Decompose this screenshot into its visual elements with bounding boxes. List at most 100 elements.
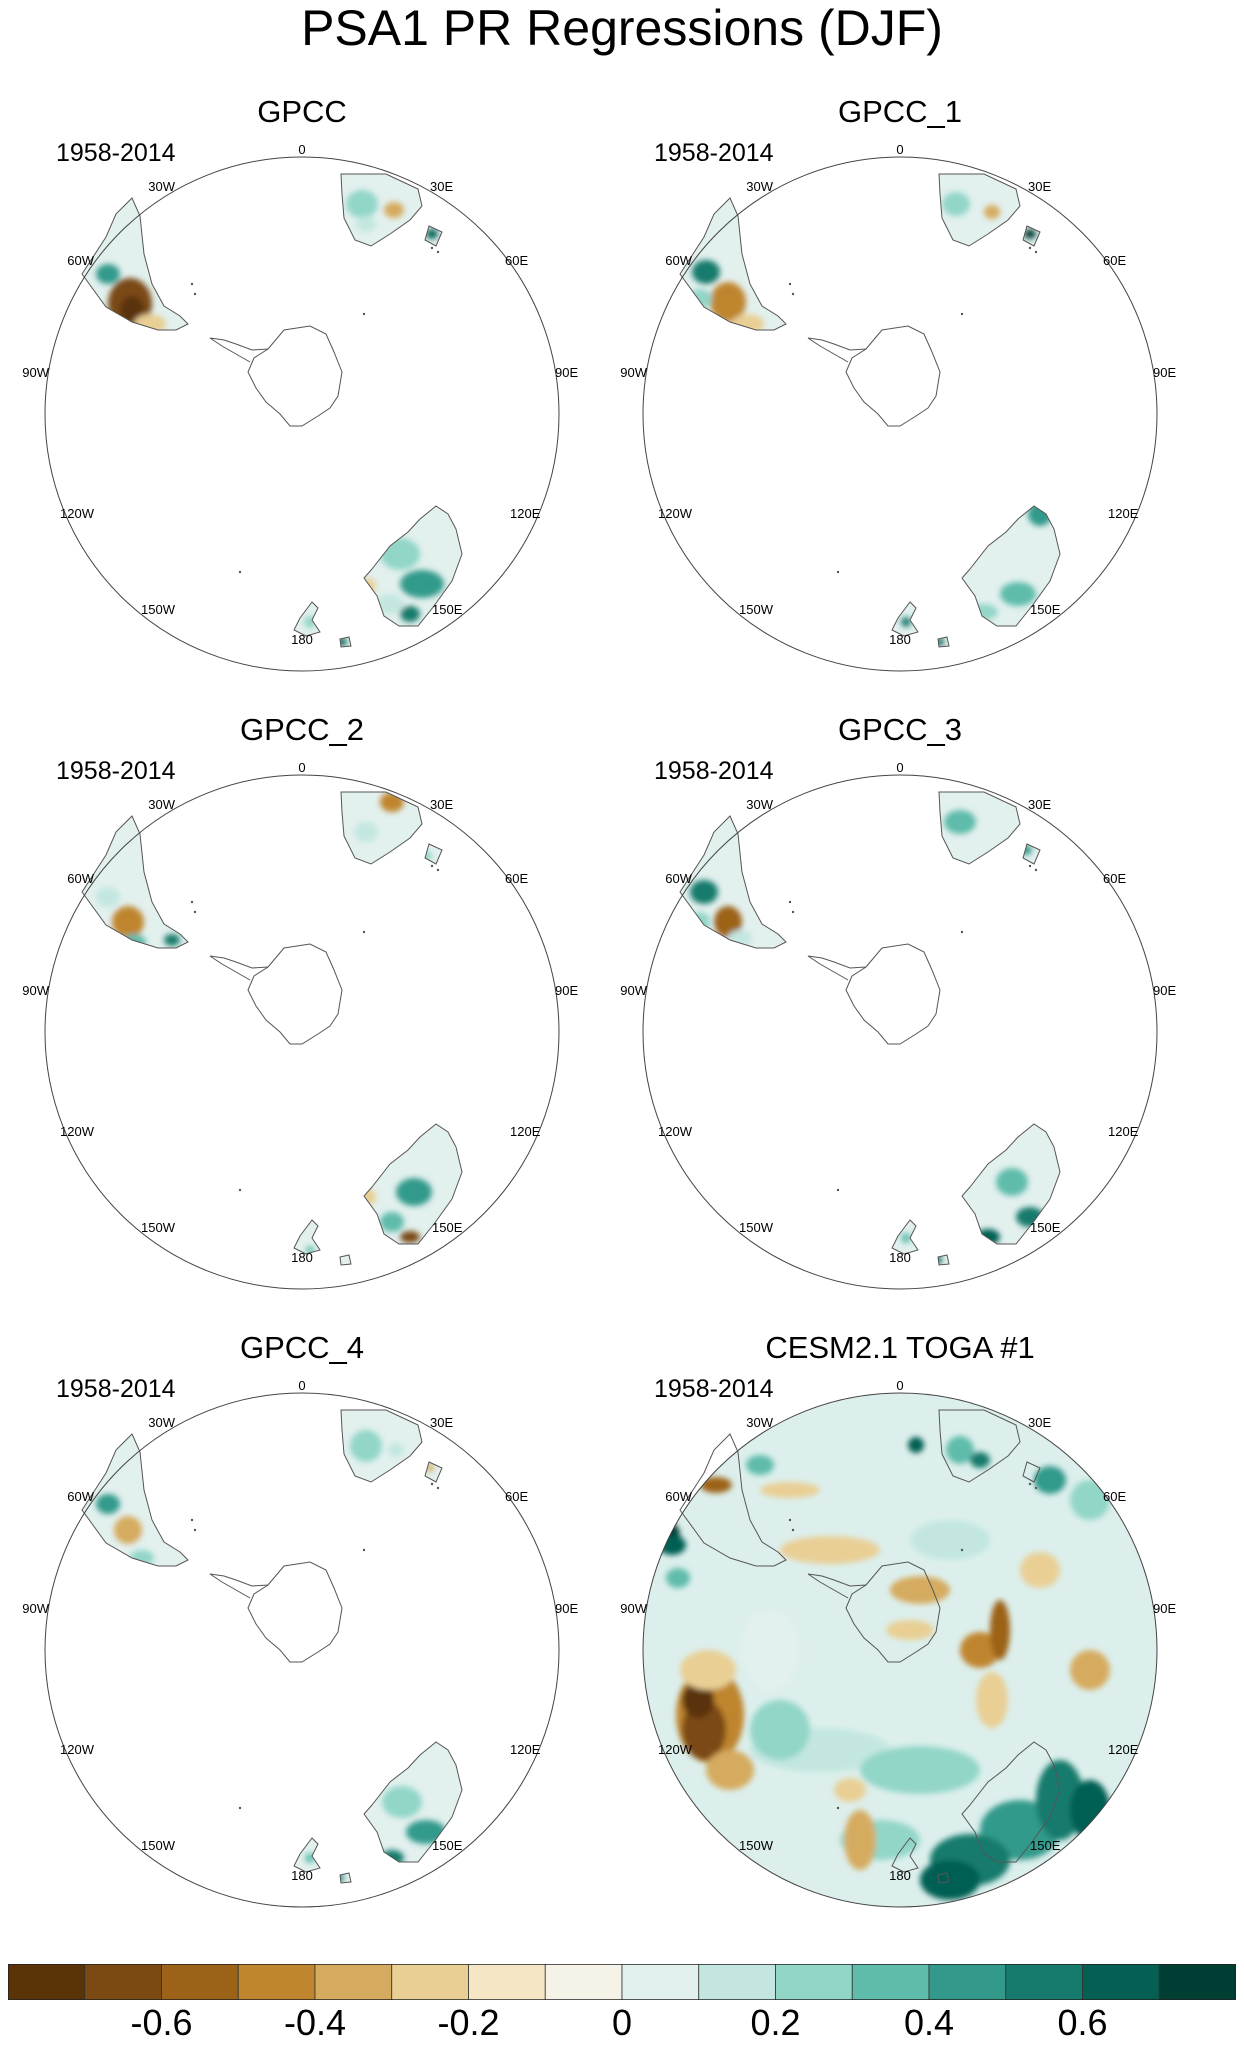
anomaly-patch — [114, 1516, 142, 1544]
colorbar-swatch — [84, 1964, 162, 2000]
coastline-africa — [340, 791, 423, 865]
colorbar-tick-label: -0.6 — [130, 2002, 193, 2043]
anomaly-patch — [112, 906, 144, 938]
coastline-australia — [363, 505, 463, 627]
anomaly-patch — [746, 1455, 774, 1475]
longitude-label: 150W — [739, 1220, 774, 1235]
longitude-label: 0 — [896, 760, 903, 775]
panel-title: CESM2.1 TOGA #1 — [765, 1330, 1035, 1365]
anomaly-patch — [1028, 502, 1052, 526]
island-marker — [436, 1486, 440, 1490]
longitude-label: 150E — [1030, 1838, 1061, 1853]
island-marker — [193, 292, 197, 296]
colorbar-swatch — [544, 1964, 623, 2000]
coastline-samerica — [81, 815, 189, 949]
coastline-antarctica — [247, 325, 343, 427]
anomaly-patch — [666, 1568, 690, 1588]
anomaly-patch — [380, 1212, 404, 1232]
longitude-label: 30E — [1028, 797, 1051, 812]
panel-title: GPCC_4 — [239, 1330, 365, 1365]
island-marker — [791, 910, 795, 914]
data-field — [643, 1393, 1157, 1907]
period-label: 1958-2014 — [654, 139, 774, 167]
longitude-label: 0 — [896, 1378, 903, 1393]
longitude-label: 60E — [1103, 1489, 1126, 1504]
island-marker — [430, 864, 434, 868]
map-boundary — [642, 156, 1158, 672]
land-africa — [939, 792, 1020, 864]
anomaly-patch — [714, 906, 742, 938]
longitude-label: 150E — [432, 1838, 463, 1853]
longitude-label: 90W — [22, 1601, 49, 1616]
longitude-label: 60E — [1103, 253, 1126, 268]
island-marker — [1034, 250, 1038, 254]
island-marker — [430, 1482, 434, 1486]
period-label: 1958-2014 — [56, 757, 176, 785]
panel-title: GPCC_1 — [837, 94, 963, 129]
coastline-madagascar — [1022, 843, 1041, 865]
anomaly-patch — [354, 822, 378, 842]
longitude-label: 150W — [141, 1838, 176, 1853]
panel-title: GPCC — [257, 94, 347, 129]
coastline-nz — [891, 601, 919, 637]
coastline-peninsula — [807, 1573, 867, 1599]
anomaly-patch — [348, 1187, 376, 1207]
island-marker — [1028, 1482, 1032, 1486]
longitude-label: 180 — [291, 1868, 313, 1883]
colorbar-swatch — [775, 1964, 853, 2000]
longitude-label: 90E — [555, 983, 578, 998]
longitude-label: 90E — [555, 365, 578, 380]
longitude-label: 120E — [1108, 1742, 1139, 1757]
anomaly-patch — [996, 1168, 1028, 1196]
anomaly-patch — [1034, 1466, 1066, 1494]
map-boundary — [642, 774, 1158, 1290]
longitude-label: 150E — [432, 602, 463, 617]
island-marker — [362, 312, 366, 316]
map-panel-gpcc-1: GPCC_1 1958-2014 0 30E 60E 90E 120E 150E 180 15… — [620, 94, 1180, 694]
map-panel-cesm2-toga: CESM2.1 TOGA #1 1958-2014 0 30E 60E 90E 120E… — [620, 1330, 1180, 1930]
longitude-label: 30W — [148, 797, 175, 812]
land-africa — [939, 174, 1020, 246]
anomaly-patch — [942, 192, 970, 216]
coastline-nz — [293, 1837, 321, 1873]
land-samerica — [82, 1434, 188, 1566]
anomaly-patch — [380, 538, 420, 570]
longitude-label: 30E — [430, 1415, 453, 1430]
longitude-label: 150E — [1030, 602, 1061, 617]
anomaly-patch — [400, 1231, 420, 1243]
longitude-label: 60W — [665, 253, 692, 268]
coastline-africa — [938, 791, 1021, 865]
longitude-label: 90W — [22, 365, 49, 380]
land-madagascar — [425, 1462, 442, 1482]
anomaly-patch — [740, 1610, 800, 1690]
longitude-label: 0 — [298, 760, 305, 775]
island-marker — [791, 1528, 795, 1532]
longitude-label: 180 — [889, 1250, 911, 1265]
coastline-antarctica — [247, 943, 343, 1045]
coastline-australia — [961, 1123, 1061, 1245]
anomaly-patch — [304, 616, 316, 628]
longitude-label: 90E — [1153, 365, 1176, 380]
longitude-label: 30E — [430, 797, 453, 812]
coastline-nz — [293, 601, 321, 637]
island-marker — [193, 1528, 197, 1532]
map-panel-gpcc-2: GPCC_2 1958-2014 0 30E 60E 90E 120E 150E 180 15… — [22, 712, 582, 1312]
anomaly-patch — [350, 1430, 382, 1462]
colorbar-tick-label: 0.6 — [1057, 2002, 1108, 2043]
colorbar — [8, 1964, 1236, 2000]
island-marker — [788, 282, 792, 286]
anomaly-patch — [760, 1482, 820, 1498]
map-panel-gpcc-4: GPCC_4 1958-2014 0 30E 60E 90E 120E 150E 180 15… — [22, 1330, 582, 1930]
coastline-samerica — [679, 1433, 787, 1567]
anomaly-patch — [346, 190, 378, 218]
longitude-label: 0 — [896, 142, 903, 157]
map-boundary — [44, 1392, 560, 1908]
coastlines — [679, 791, 1061, 1266]
longitude-label: 30W — [746, 797, 773, 812]
coastline-antarctica — [845, 325, 941, 427]
coastline-antarctica — [247, 1561, 343, 1663]
period-label: 1958-2014 — [654, 1375, 774, 1403]
island-marker — [362, 930, 366, 934]
colorbar-swatches — [8, 1964, 1236, 2000]
coastline-africa — [340, 173, 423, 247]
